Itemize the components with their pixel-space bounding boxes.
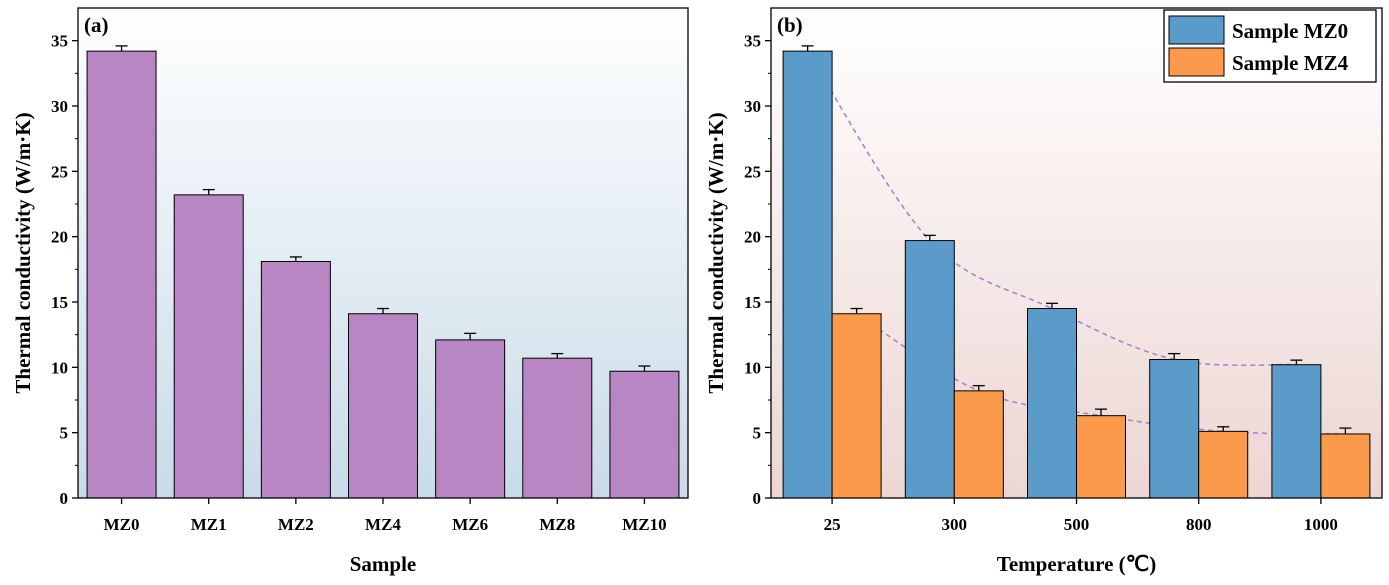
legend-b: Sample MZ0 Sample MZ4 xyxy=(1163,9,1377,83)
x-tick-label-a-mz1: MZ1 xyxy=(191,515,227,534)
y-tick-label-b: 30 xyxy=(744,97,761,116)
y-tick-label-b: 10 xyxy=(744,358,761,377)
error-bar-sample-mz0-800 xyxy=(1168,352,1181,360)
x-tick-label-a-mz2: MZ2 xyxy=(278,515,314,534)
panel-label-b: (b) xyxy=(777,13,803,37)
y-tick-label-b: 15 xyxy=(744,293,761,312)
error-bar-sample-mz4-500 xyxy=(1095,408,1107,416)
axes-b: 0 5 10 15 20 25 30 35 25 300 500 800 1000 xyxy=(744,7,1383,534)
bar-sample-mz4-25 xyxy=(831,313,882,499)
error-bar-sample-mz0-500 xyxy=(1046,302,1058,309)
bar-sample-mz0-1000 xyxy=(1271,364,1322,499)
x-axis-label-b: Temperature (℃) xyxy=(997,552,1156,576)
x-tick-label-b-500: 500 xyxy=(1064,515,1090,534)
y-tick-label-a: 15 xyxy=(51,293,68,312)
error-bar-sample-mz4-25 xyxy=(850,307,863,314)
y-tick-label-a: 35 xyxy=(51,32,68,51)
y-tick-label-a: 30 xyxy=(51,97,68,116)
axes-a: 0 5 10 15 20 25 30 35 MZ0 MZ1 MZ2 MZ4 MZ6 MZ8 MZ10 xyxy=(51,7,689,534)
x-tick-label-b-800: 800 xyxy=(1186,515,1212,534)
error-bar-mz1 xyxy=(202,188,215,195)
x-tick-label-b-25: 25 xyxy=(824,515,841,534)
y-tick-label-a: 10 xyxy=(51,358,68,377)
error-bar-sample-mz0-1000 xyxy=(1290,359,1303,365)
bar-mz8 xyxy=(522,357,593,499)
legend-label-mz0: Sample MZ0 xyxy=(1232,19,1348,43)
bar-sample-mz4-300 xyxy=(953,390,1004,499)
bar-sample-mz0-800 xyxy=(1149,358,1200,499)
error-bar-mz0 xyxy=(115,45,128,52)
x-tick-label-a-mz6: MZ6 xyxy=(452,515,488,534)
bar-mz4 xyxy=(348,313,418,499)
error-bar-mz4 xyxy=(377,307,389,314)
x-tick-label-a-mz10: MZ10 xyxy=(622,515,666,534)
x-tick-label-b-1000: 1000 xyxy=(1304,515,1338,534)
bar-sample-mz0-500 xyxy=(1027,308,1077,499)
error-bar-mz6 xyxy=(464,332,477,340)
y-tick-label-a: 5 xyxy=(60,424,69,443)
bar-mz10 xyxy=(609,370,680,499)
bar-mz2 xyxy=(260,260,331,499)
error-bar-sample-mz4-800 xyxy=(1217,426,1230,432)
y-axis-label-a: Thermal conductivity (W/m·K) xyxy=(11,112,35,393)
y-tick-label-b: 5 xyxy=(753,424,762,443)
error-bar-sample-mz0-300 xyxy=(923,234,936,241)
error-bar-mz10 xyxy=(638,365,651,372)
bar-sample-mz0-300 xyxy=(904,240,955,499)
bar-sample-mz4-1000 xyxy=(1320,433,1371,499)
y-tick-label-b: 25 xyxy=(744,162,761,181)
legend-swatch-mz4 xyxy=(1168,47,1225,77)
chart-panel-a: 0 5 10 15 20 25 30 35 MZ0 MZ1 MZ2 MZ4 MZ6 MZ8 MZ10 (a)… xyxy=(11,7,689,576)
legend-label-mz4: Sample MZ4 xyxy=(1232,51,1349,75)
y-tick-label-b: 0 xyxy=(753,489,762,508)
chart-panel-b: 0 5 10 15 20 25 30 35 25 300 500 800 1000 (b) Temper… xyxy=(704,7,1383,576)
bars-a xyxy=(86,45,680,499)
error-bar-mz2 xyxy=(289,256,302,262)
y-tick-label-b: 35 xyxy=(744,32,761,51)
x-tick-label-b-300: 300 xyxy=(942,515,968,534)
error-bar-sample-mz4-300 xyxy=(972,384,985,391)
x-tick-label-a-mz4: MZ4 xyxy=(365,515,401,534)
bar-sample-mz0-25 xyxy=(782,50,833,499)
bar-mz6 xyxy=(435,339,506,499)
panel-label-a: (a) xyxy=(84,13,109,37)
x-tick-label-a-mz0: MZ0 xyxy=(104,515,140,534)
y-axis-label-b: Thermal conductivity (W/m·K) xyxy=(704,112,728,393)
bar-sample-mz4-500 xyxy=(1076,415,1126,499)
legend-swatch-mz0 xyxy=(1168,15,1225,45)
bar-mz1 xyxy=(173,194,244,499)
trend-line-sample-mz0 xyxy=(806,50,1297,367)
bar-mz0 xyxy=(86,50,157,499)
error-bar-sample-mz4-1000 xyxy=(1339,427,1352,434)
error-bar-sample-mz0-25 xyxy=(801,45,814,52)
bar-sample-mz4-800 xyxy=(1198,430,1249,499)
y-tick-label-a: 0 xyxy=(60,489,69,508)
error-bar-mz8 xyxy=(551,352,564,359)
y-tick-label-b: 20 xyxy=(744,228,761,247)
y-tick-label-a: 20 xyxy=(51,228,68,247)
x-axis-label-a: Sample xyxy=(350,552,417,576)
x-tick-label-a-mz8: MZ8 xyxy=(539,515,575,534)
bars-b xyxy=(782,45,1371,499)
y-tick-label-a: 25 xyxy=(51,162,68,181)
